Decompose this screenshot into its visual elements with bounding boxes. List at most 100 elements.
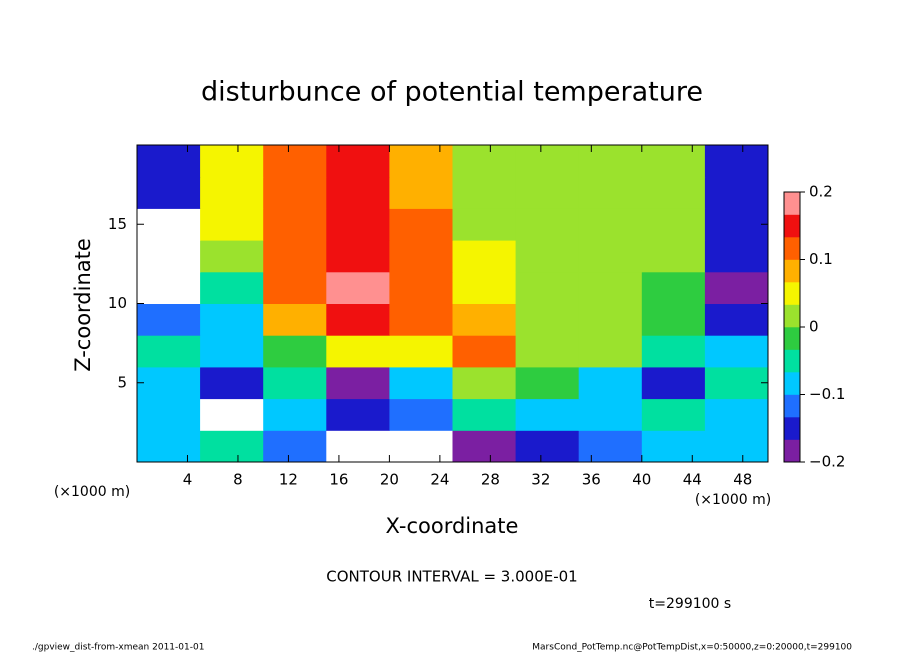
heat-cell bbox=[641, 398, 706, 431]
x-tick-label: 24 bbox=[430, 471, 449, 489]
colorbar-segment bbox=[784, 237, 800, 260]
heat-cell bbox=[515, 303, 580, 336]
footer-right: MarsCond_PotTemp.nc@PotTempDist,x=0:5000… bbox=[532, 643, 852, 653]
heat-cell bbox=[515, 208, 580, 241]
colorbar-segment bbox=[784, 327, 800, 350]
heat-cell bbox=[137, 335, 201, 368]
heat-cell bbox=[389, 271, 453, 304]
heat-cell bbox=[452, 398, 517, 431]
heat-cell bbox=[263, 145, 327, 178]
heat-cell bbox=[515, 398, 580, 431]
heat-cell bbox=[389, 335, 453, 368]
heat-cell bbox=[263, 303, 327, 336]
heat-cell bbox=[263, 335, 327, 368]
heat-cell bbox=[326, 430, 390, 463]
heat-cell bbox=[578, 145, 643, 178]
colorbar-segment bbox=[784, 417, 800, 440]
colorbar-segment bbox=[784, 304, 800, 328]
heat-cell bbox=[326, 271, 390, 304]
heat-cell bbox=[200, 430, 264, 463]
heat-cell bbox=[578, 335, 643, 368]
heat-cell bbox=[326, 398, 390, 431]
heat-cell bbox=[641, 271, 706, 304]
heat-cell bbox=[137, 366, 201, 400]
heat-cell bbox=[641, 366, 706, 400]
heat-cell bbox=[452, 240, 517, 273]
heat-cell bbox=[452, 145, 517, 178]
heat-cell bbox=[641, 145, 706, 178]
x-tick-label: 8 bbox=[233, 471, 243, 489]
heat-cell bbox=[137, 430, 201, 463]
heat-cell bbox=[200, 208, 264, 241]
heat-cell bbox=[704, 271, 769, 304]
heat-cell bbox=[389, 240, 453, 273]
heat-cell bbox=[452, 303, 517, 336]
x-tick-label: 12 bbox=[279, 471, 298, 489]
x-tick-label: 28 bbox=[481, 471, 500, 489]
heat-cell bbox=[704, 208, 769, 241]
heat-cell bbox=[326, 176, 390, 209]
heat-cell bbox=[263, 271, 327, 304]
heat-cell bbox=[704, 398, 769, 431]
heat-cell bbox=[326, 366, 390, 400]
heat-cell bbox=[578, 366, 643, 400]
heat-cell bbox=[200, 176, 264, 209]
colorbar-segment bbox=[784, 192, 800, 215]
heat-cell bbox=[263, 240, 327, 273]
heat-cell bbox=[641, 176, 706, 209]
colorbar-tick-label: −0.1 bbox=[809, 385, 845, 403]
heat-cell bbox=[515, 271, 580, 304]
x-tick-label: 20 bbox=[380, 471, 399, 489]
colorbar-tick-label: 0.2 bbox=[809, 183, 833, 201]
heat-cell bbox=[578, 176, 643, 209]
heat-cell bbox=[704, 335, 769, 368]
heat-cell bbox=[515, 430, 580, 463]
heat-cell bbox=[704, 366, 769, 400]
heat-cell bbox=[452, 335, 517, 368]
heat-cell bbox=[263, 208, 327, 241]
heat-cell bbox=[515, 335, 580, 368]
x-tick-label: 32 bbox=[531, 471, 550, 489]
heat-cell bbox=[263, 176, 327, 209]
x-tick-label: 16 bbox=[329, 471, 348, 489]
colorbar-tick-label: 0.1 bbox=[809, 250, 833, 268]
footer-left: ./gpview_dist-from-xmean 2011-01-01 bbox=[32, 643, 204, 653]
heat-cell bbox=[200, 366, 264, 400]
heat-cell bbox=[263, 366, 327, 400]
x-tick-label: 4 bbox=[183, 471, 193, 489]
heat-cell bbox=[137, 240, 201, 273]
y-tick-label: 15 bbox=[108, 215, 127, 233]
heat-cell bbox=[326, 145, 390, 178]
x-tick-label: 40 bbox=[632, 471, 651, 489]
heat-cell bbox=[326, 240, 390, 273]
heat-cell bbox=[641, 208, 706, 241]
heat-cell bbox=[641, 430, 706, 463]
heat-cell bbox=[578, 240, 643, 273]
heat-cell bbox=[137, 303, 201, 336]
colorbar-segment bbox=[784, 372, 800, 395]
heat-cell bbox=[704, 430, 769, 463]
heat-cell bbox=[389, 366, 453, 400]
heat-cell bbox=[137, 271, 201, 304]
heat-cell bbox=[704, 176, 769, 209]
heat-cell bbox=[200, 240, 264, 273]
heat-cell bbox=[200, 398, 264, 431]
colorbar-segment bbox=[784, 439, 800, 463]
heat-cell bbox=[263, 398, 327, 431]
heat-cell bbox=[389, 430, 453, 463]
heat-cell bbox=[137, 145, 201, 178]
colorbar-segment bbox=[784, 282, 800, 305]
heat-cell bbox=[137, 398, 201, 431]
heat-cell bbox=[641, 240, 706, 273]
heat-cell bbox=[263, 430, 327, 463]
y-tick-label: 10 bbox=[108, 294, 127, 312]
heat-cell bbox=[326, 335, 390, 368]
heat-cell bbox=[200, 335, 264, 368]
colorbar-segment bbox=[784, 214, 800, 238]
heat-cell bbox=[515, 366, 580, 400]
heat-cell bbox=[641, 335, 706, 368]
heat-cell bbox=[389, 208, 453, 241]
heat-cell bbox=[515, 176, 580, 209]
x-tick-label: 44 bbox=[683, 471, 702, 489]
